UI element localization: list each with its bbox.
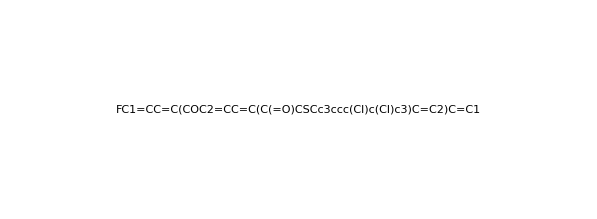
Text: FC1=CC=C(COC2=CC=C(C(=O)CSCc3ccc(Cl)c(Cl)c3)C=C2)C=C1: FC1=CC=C(COC2=CC=C(C(=O)CSCc3ccc(Cl)c(Cl…: [116, 104, 481, 115]
